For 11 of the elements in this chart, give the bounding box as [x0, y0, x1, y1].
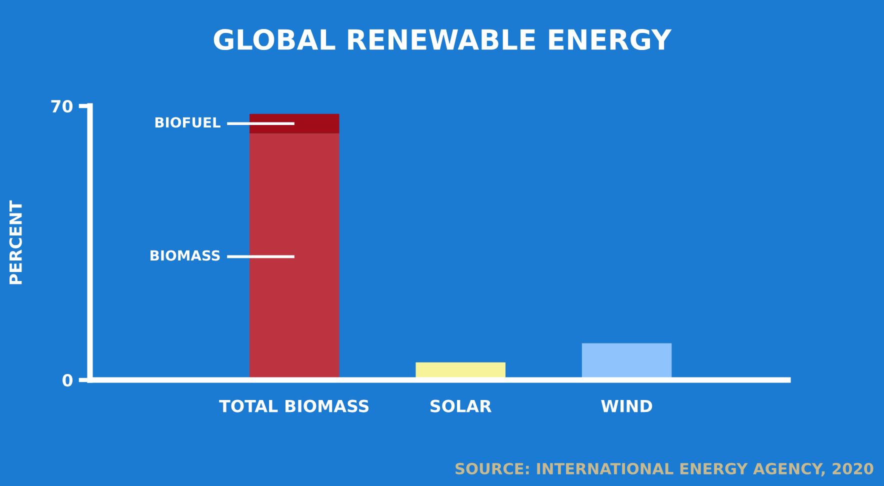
y-tick-label: 70 [51, 100, 73, 113]
chart-title: GLOBAL RENEWABLE ENERGY [214, 29, 672, 50]
text: BIOMASS [150, 250, 220, 261]
y-axis-title: PERCENT [9, 200, 22, 284]
y-tick-label: 0 [62, 374, 73, 387]
x-tick-label: SOLAR [430, 400, 492, 412]
bar [250, 114, 340, 134]
text: BIOFUEL [155, 117, 220, 128]
x-tick-label: WIND [601, 400, 652, 412]
x-tick-label: TOTAL BIOMASS [219, 400, 369, 412]
source-note: SOURCE: INTERNATIONAL ENERGY AGENCY, 2020 [456, 462, 874, 476]
